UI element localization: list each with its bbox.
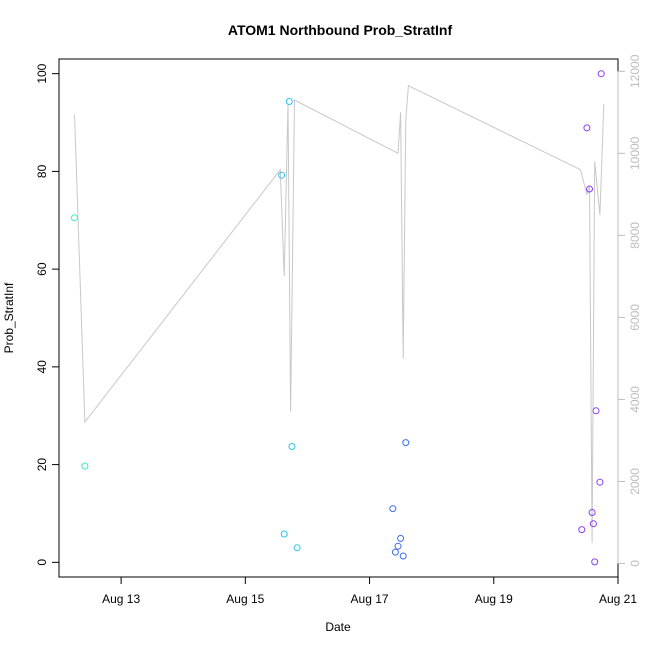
y-tick-label-left: 40 <box>35 360 49 374</box>
line-series-path <box>74 84 605 544</box>
data-point <box>278 171 286 179</box>
y-tick-label-left: 80 <box>35 164 49 178</box>
line-series <box>74 84 605 544</box>
data-point <box>591 558 599 566</box>
data-point <box>71 214 78 222</box>
data-point <box>596 478 604 486</box>
y-tick-label-right: 6000 <box>628 304 642 331</box>
data-point <box>81 462 89 470</box>
x-tick-label: Aug 13 <box>102 592 140 606</box>
data-point <box>280 530 288 538</box>
y-tick-label-left: 20 <box>35 458 49 472</box>
y-tick-label-left: 100 <box>35 63 49 83</box>
y-tick-label-right: 4000 <box>628 386 642 413</box>
data-point <box>586 185 593 193</box>
data-point <box>285 98 293 105</box>
x-axis-label: Date <box>325 620 351 634</box>
data-point <box>597 70 605 78</box>
data-point <box>589 520 597 528</box>
chart-title: ATOM1 Northbound Prob_StratInf <box>228 22 453 38</box>
y-tick-label-left: 0 <box>35 559 49 566</box>
data-point <box>394 542 402 550</box>
x-tick-label: Aug 21 <box>599 592 637 606</box>
y-tick-label-right: 0 <box>628 560 642 567</box>
y-axis-label: Prob_StratInf <box>2 282 16 353</box>
y-axis-right: 0 2000 4000 6000 8000 10000 12000 <box>617 54 642 567</box>
x-tick-label: Aug 19 <box>475 592 513 606</box>
plot-frame <box>58 58 619 578</box>
data-point <box>588 509 596 516</box>
data-point <box>391 548 399 556</box>
x-tick-label: Aug 17 <box>351 592 389 606</box>
x-axis: Aug 13 Aug 15 Aug 17 Aug 19 Aug 21 <box>102 576 637 606</box>
y-tick-label-left: 60 <box>35 262 49 276</box>
data-point <box>578 526 586 534</box>
data-point <box>293 544 301 552</box>
y-axis-left: 0 20 40 60 80 100 <box>35 63 60 566</box>
y-tick-label-right: 2000 <box>628 468 642 495</box>
x-tick-label: Aug 15 <box>226 592 264 606</box>
data-point <box>397 534 405 542</box>
y-tick-label-right: 8000 <box>628 222 642 249</box>
data-point <box>592 407 600 415</box>
y-tick-label-right: 12000 <box>628 54 642 88</box>
data-point <box>399 552 407 560</box>
y-tick-label-right: 10000 <box>628 136 642 170</box>
scatter-series <box>71 70 605 566</box>
data-point <box>402 439 410 447</box>
data-point <box>389 505 397 513</box>
data-point <box>583 124 591 132</box>
data-point <box>288 443 296 450</box>
